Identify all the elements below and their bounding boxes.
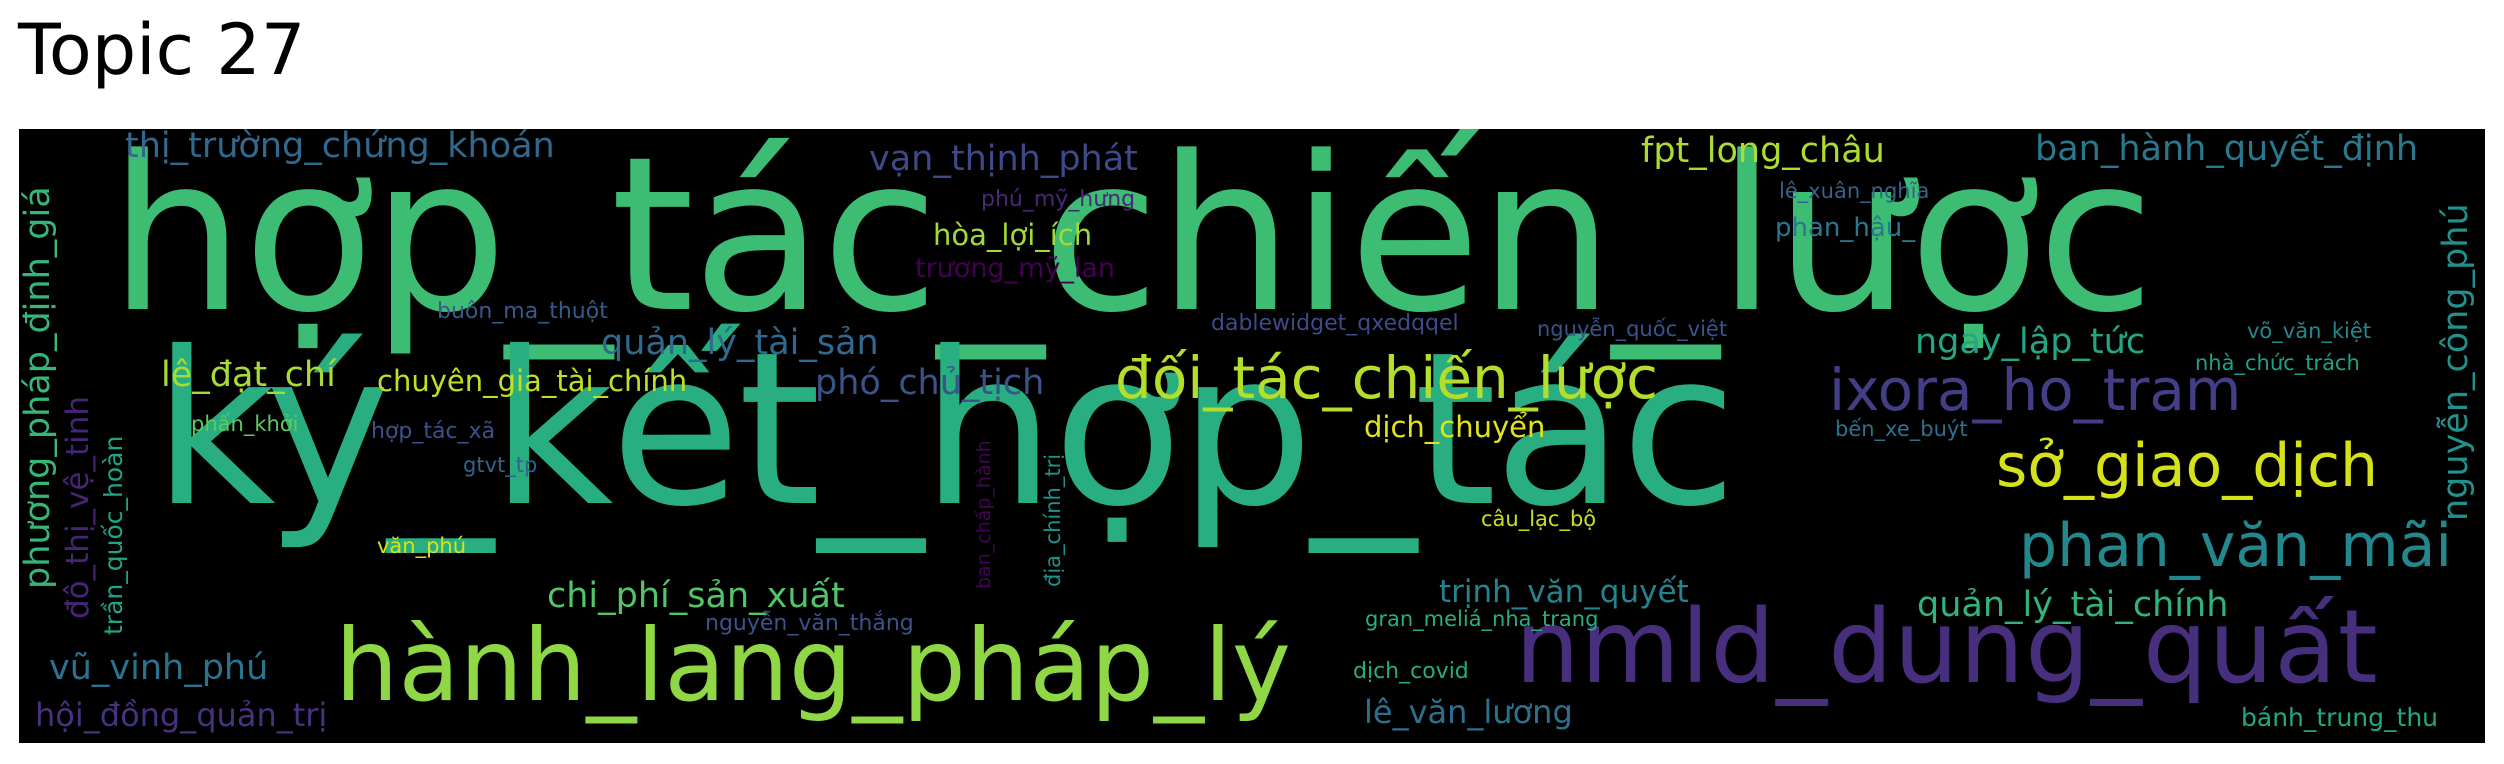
word-cloud-term: trương_mỹ_lan — [915, 253, 1116, 284]
word-cloud-term: bến_xe_buýt — [1835, 417, 1968, 441]
word-cloud-term: ixora_ho_tram — [1829, 356, 2242, 424]
word-cloud-term: phó_chủ_tịch — [815, 363, 1045, 403]
word-cloud-term: đô_thị_vệ_tinh — [60, 395, 96, 619]
word-cloud-term: phú_mỹ_hưng — [981, 187, 1136, 212]
word-cloud-term: lê_văn_lương — [1364, 693, 1573, 731]
word-cloud-term: gtvt_tp — [463, 453, 538, 477]
word-cloud-term: quản_lý_tài_sản — [601, 323, 879, 363]
word-cloud-term: võ_văn_kiệt — [2247, 319, 2372, 343]
word-cloud-term: câu_lạc_bộ — [1481, 507, 1597, 531]
word-cloud-term: dịch_chuyển — [1364, 410, 1546, 444]
page-title: Topic 27 — [18, 9, 306, 91]
word-cloud-term: lê_đạt_chí — [161, 355, 336, 395]
word-cloud-term: phan_hậu_ — [1775, 213, 1916, 243]
word-cloud-term: nmld_dung_quất — [1515, 588, 2379, 707]
word-cloud-term: ngay_lập_tức — [1915, 322, 2146, 362]
word-cloud-term: đối_tác_chiến_lược — [1115, 344, 1659, 412]
word-cloud: hợp_tác_chiến_lược ký_kết_hợp_tác hành_l… — [19, 129, 2485, 743]
word-cloud-term: gran_meliá_nha_trang — [1365, 607, 1599, 631]
word-cloud-term: nhà_chức_trách — [2195, 351, 2360, 375]
word-cloud-term: nguyễn_văn_thắng — [705, 611, 914, 636]
word-cloud-term: dablewidget_qxedqqel — [1211, 311, 1459, 336]
word-cloud-term: buôn_ma_thuột — [437, 299, 608, 324]
word-cloud-term: chi_phí_sản_xuất — [547, 576, 845, 616]
word-cloud-term: hợp_tác_chiến_lược — [109, 129, 2155, 360]
word-cloud-term: ban_hành_quyết_định — [2035, 129, 2419, 169]
word-cloud-term: bánh_trung_thu — [2241, 703, 2439, 732]
word-cloud-term: ban_chấp_hành — [973, 440, 995, 589]
word-cloud-term: quản_lý_tài_chính — [1917, 585, 2229, 625]
word-cloud-term: sở_giao_dịch — [1996, 431, 2378, 501]
word-cloud-term: phan_văn_mãi — [2019, 511, 2453, 581]
word-cloud-term: hợp_tác_xã — [371, 419, 496, 444]
word-cloud-term: nguyễn_quốc_việt — [1537, 317, 1728, 341]
word-cloud-term: lê_xuân_nghĩa — [1779, 179, 1930, 203]
word-cloud-term: vũ_vinh_phú — [49, 648, 269, 688]
word-cloud-term: phương_pháp_định_giá — [19, 186, 58, 589]
word-cloud-term: chuyên_gia_tài_chính — [377, 364, 688, 398]
word-cloud-term: văn_phú — [377, 534, 467, 558]
word-cloud-term: dịch_covid — [1353, 659, 1469, 684]
word-cloud-term: hội_đồng_quản_trị — [35, 696, 328, 734]
word-cloud-term: vạn_thịnh_phát — [869, 139, 1138, 179]
word-cloud-term: địa_chính_trị — [1041, 453, 1065, 587]
word-cloud-term: fpt_long_châu — [1641, 131, 1885, 171]
word-cloud-term: trần_quốc_hoàn — [99, 435, 128, 635]
word-cloud-term: trịnh_văn_quyết — [1439, 574, 1689, 610]
word-cloud-term: nguyễn_công_phú — [2436, 203, 2476, 521]
word-cloud-term: hòa_lợi_ích — [933, 218, 1093, 252]
word-cloud-term: hành_lang_pháp_lý — [335, 607, 1291, 724]
word-cloud-term: thị_trường_chứng_khoán — [125, 129, 555, 166]
word-cloud-term: ký_kết_hợp_tác — [153, 306, 1737, 553]
word-cloud-term: phấn_khởi — [191, 412, 299, 436]
